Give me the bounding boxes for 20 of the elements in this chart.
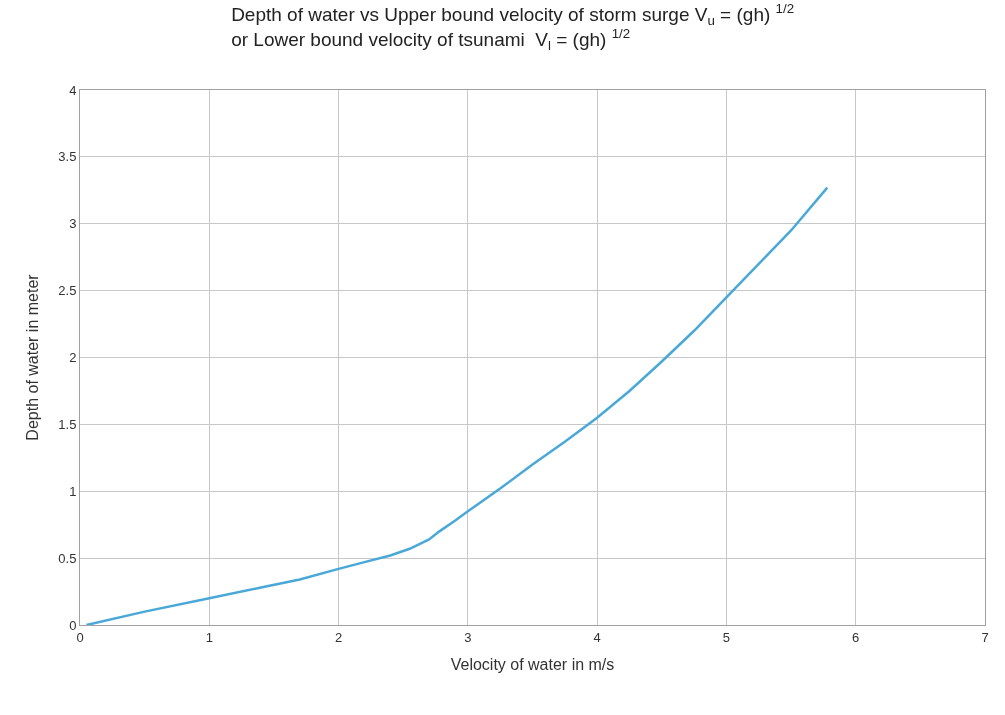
x-tick-label: 4 [593, 629, 601, 645]
y-tick-label: 0 [69, 617, 77, 633]
x-tick-label: 6 [852, 629, 860, 645]
x-tick-label: 2 [334, 629, 343, 645]
x-tick-label: 3 [464, 629, 472, 645]
y-tick-label: 0.5 [58, 550, 77, 566]
y-tick-label: 3.5 [58, 149, 77, 165]
chart-title: Depth of water vs Upper bound velocity of storm surge V$_{u}$ = (gh) $^{1/2}$ or Lower bound velocity of tsunami V$_{l}$ = (gh) $^{1/2}$ [231, 1, 795, 54]
y-tick-label: 2 [69, 350, 77, 366]
y-tick-label: 1 [69, 483, 77, 499]
y-tick-label: 1.5 [58, 416, 77, 432]
y-tick-label: 2.5 [58, 283, 77, 299]
x-tick-label: 5 [722, 629, 731, 645]
line-series [85, 186, 829, 625]
x-axis-title: Velocity of water in m/s [450, 656, 615, 674]
y-tick-label: 3 [69, 216, 77, 232]
x-tick-label: 1 [205, 629, 213, 645]
y-tick-label: 4 [69, 82, 77, 98]
y-axis-title: Depth of water in meter [24, 273, 42, 441]
x-tick-label: 7 [981, 629, 989, 645]
